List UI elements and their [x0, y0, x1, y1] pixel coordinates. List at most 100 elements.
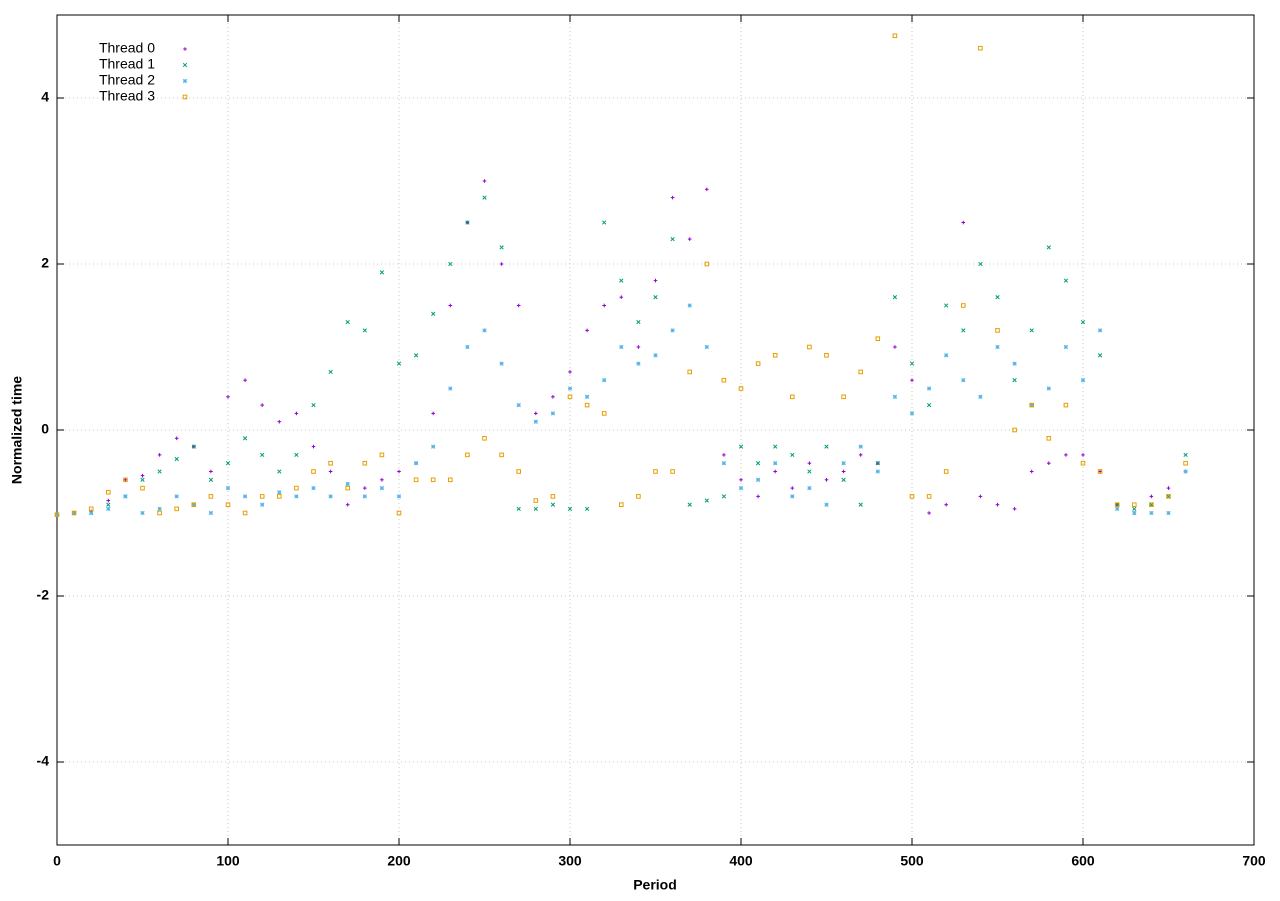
point	[191, 502, 196, 507]
point	[448, 477, 453, 483]
legend-marker	[182, 78, 188, 84]
point	[516, 506, 521, 512]
point	[1149, 502, 1154, 507]
point	[277, 490, 282, 495]
point	[704, 344, 709, 350]
point	[533, 506, 538, 512]
point	[944, 502, 948, 507]
point	[1046, 436, 1052, 441]
point	[380, 478, 384, 482]
point	[961, 303, 966, 308]
point	[157, 469, 162, 474]
point	[482, 436, 487, 441]
point	[892, 295, 898, 300]
point	[345, 502, 350, 507]
y-tick-label: -4	[37, 753, 50, 769]
point	[242, 510, 248, 516]
point	[328, 460, 333, 466]
point	[1080, 460, 1086, 466]
point	[584, 506, 590, 512]
point	[1080, 319, 1086, 325]
point	[550, 502, 556, 507]
point	[567, 394, 573, 400]
point	[465, 452, 470, 458]
point	[499, 245, 504, 250]
point	[1149, 510, 1154, 516]
point	[995, 502, 1000, 507]
x-tick-label: 200	[387, 853, 411, 869]
point	[1097, 353, 1103, 358]
point	[396, 494, 402, 499]
point	[54, 512, 60, 517]
point	[396, 510, 402, 516]
point	[277, 494, 282, 499]
point	[208, 510, 214, 516]
point	[1166, 494, 1171, 499]
point	[721, 377, 727, 383]
point	[140, 485, 145, 491]
point	[875, 469, 880, 474]
point	[858, 444, 863, 449]
point	[260, 502, 265, 507]
point	[841, 469, 846, 474]
point	[687, 237, 692, 241]
point	[755, 461, 761, 466]
point	[379, 270, 385, 275]
point	[1149, 502, 1154, 507]
point	[1114, 502, 1120, 507]
point	[225, 502, 231, 507]
legend-label: Thread 3	[99, 88, 155, 104]
point	[602, 220, 607, 225]
point	[54, 512, 60, 517]
point	[824, 502, 829, 507]
point	[499, 262, 504, 266]
point	[465, 344, 470, 350]
point	[106, 502, 111, 507]
point	[1080, 378, 1086, 383]
y-tick-label: -2	[37, 587, 50, 603]
point	[807, 461, 812, 465]
point	[1012, 378, 1017, 383]
point	[448, 303, 453, 308]
point	[294, 452, 299, 458]
point	[772, 353, 778, 358]
point	[550, 494, 556, 499]
point	[259, 494, 265, 499]
point	[1012, 507, 1017, 511]
point	[174, 494, 179, 499]
point	[909, 411, 915, 416]
point	[1063, 344, 1069, 350]
legend-marker	[183, 47, 187, 51]
point	[807, 485, 812, 491]
point	[328, 494, 333, 499]
point	[363, 486, 367, 490]
point	[89, 510, 94, 516]
point	[995, 295, 1000, 300]
point	[704, 498, 709, 503]
point	[1183, 469, 1188, 474]
point	[636, 361, 641, 366]
point	[824, 478, 829, 482]
point	[345, 319, 350, 325]
point	[123, 494, 128, 499]
point	[328, 369, 333, 375]
point	[927, 511, 931, 515]
point	[978, 494, 983, 499]
point	[277, 469, 282, 474]
point	[226, 395, 230, 399]
point	[619, 278, 624, 283]
point	[721, 461, 727, 466]
point	[431, 411, 435, 416]
point	[311, 444, 316, 449]
legend-marker	[182, 62, 188, 68]
point	[944, 353, 949, 358]
point	[687, 369, 693, 375]
point	[790, 494, 795, 499]
point	[277, 419, 282, 424]
point	[516, 469, 522, 474]
point	[687, 303, 692, 308]
y-tick-label: 0	[41, 421, 49, 437]
point	[1097, 469, 1103, 474]
point	[1064, 453, 1068, 457]
point	[465, 220, 470, 225]
